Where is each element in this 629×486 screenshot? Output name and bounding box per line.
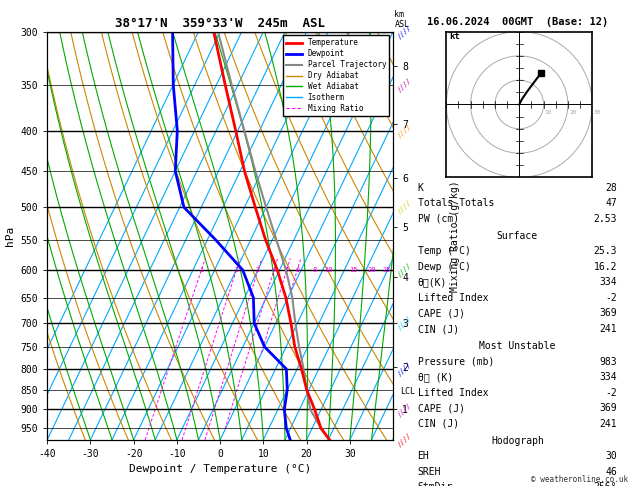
Text: Totals Totals: Totals Totals (418, 198, 494, 208)
Text: 5: 5 (284, 267, 289, 273)
Text: 46: 46 (606, 467, 617, 477)
Text: Pressure (mb): Pressure (mb) (418, 357, 494, 366)
Text: Most Unstable: Most Unstable (479, 341, 555, 351)
Text: Lifted Index: Lifted Index (418, 293, 488, 303)
Text: 25.3: 25.3 (594, 246, 617, 256)
Text: ////: //// (396, 122, 413, 139)
Text: 334: 334 (599, 372, 617, 382)
Y-axis label: Mixing Ratio (g/kg): Mixing Ratio (g/kg) (450, 180, 460, 292)
Text: EH: EH (418, 451, 429, 461)
Text: CAPE (J): CAPE (J) (418, 403, 465, 413)
Y-axis label: hPa: hPa (5, 226, 15, 246)
Text: 4: 4 (272, 267, 276, 273)
Text: ////: //// (396, 315, 413, 331)
Text: θᴇ (K): θᴇ (K) (418, 372, 453, 382)
Text: θᴇ(K): θᴇ(K) (418, 278, 447, 287)
Text: 20: 20 (368, 267, 377, 273)
Text: 20: 20 (569, 110, 577, 115)
Text: ////: //// (396, 262, 413, 278)
Text: Hodograph: Hodograph (491, 436, 544, 446)
Text: StmDir: StmDir (418, 483, 453, 486)
Text: 3: 3 (256, 267, 260, 273)
Text: 16.2: 16.2 (594, 262, 617, 272)
Legend: Temperature, Dewpoint, Parcel Trajectory, Dry Adiabat, Wet Adiabat, Isotherm, Mi: Temperature, Dewpoint, Parcel Trajectory… (283, 35, 389, 116)
Text: ////: //// (396, 401, 413, 417)
Text: 16.06.2024  00GMT  (Base: 12): 16.06.2024 00GMT (Base: 12) (427, 17, 608, 27)
Text: 334: 334 (599, 278, 617, 287)
Text: 369: 369 (599, 309, 617, 318)
Text: SREH: SREH (418, 467, 441, 477)
Text: CAPE (J): CAPE (J) (418, 309, 465, 318)
Text: ////: //// (396, 23, 413, 40)
Text: -2: -2 (606, 293, 617, 303)
Text: 241: 241 (599, 419, 617, 429)
Text: 10: 10 (324, 267, 332, 273)
Text: 241: 241 (599, 324, 617, 334)
Text: 28: 28 (606, 183, 617, 192)
Title: 38°17'N  359°33'W  245m  ASL: 38°17'N 359°33'W 245m ASL (115, 17, 325, 31)
Text: 2.53: 2.53 (594, 214, 617, 224)
Text: ////: //// (396, 432, 413, 448)
Text: PW (cm): PW (cm) (418, 214, 459, 224)
Text: 30: 30 (606, 451, 617, 461)
Text: 256°: 256° (594, 483, 617, 486)
Text: 369: 369 (599, 403, 617, 413)
Text: -2: -2 (606, 388, 617, 398)
Text: 2: 2 (234, 267, 238, 273)
Text: Dewp (°C): Dewp (°C) (418, 262, 470, 272)
Text: 10: 10 (545, 110, 552, 115)
Text: CIN (J): CIN (J) (418, 419, 459, 429)
Text: LCL: LCL (400, 387, 415, 397)
Text: km
ASL: km ASL (394, 10, 409, 29)
Text: 30: 30 (593, 110, 601, 115)
Text: ////: //// (396, 199, 413, 215)
Text: 8: 8 (312, 267, 316, 273)
X-axis label: Dewpoint / Temperature (°C): Dewpoint / Temperature (°C) (129, 465, 311, 474)
Text: 1: 1 (199, 267, 204, 273)
Text: ////: //// (396, 361, 413, 377)
Text: Surface: Surface (497, 231, 538, 241)
Text: kt: kt (448, 32, 460, 41)
Text: 47: 47 (606, 198, 617, 208)
Text: K: K (418, 183, 423, 192)
Text: 15: 15 (349, 267, 358, 273)
Text: 983: 983 (599, 357, 617, 366)
Text: Lifted Index: Lifted Index (418, 388, 488, 398)
Text: © weatheronline.co.uk: © weatheronline.co.uk (531, 474, 628, 484)
Text: 6: 6 (295, 267, 299, 273)
Text: Temp (°C): Temp (°C) (418, 246, 470, 256)
Text: 25: 25 (383, 267, 391, 273)
Text: ////: //// (396, 76, 413, 93)
Text: CIN (J): CIN (J) (418, 324, 459, 334)
